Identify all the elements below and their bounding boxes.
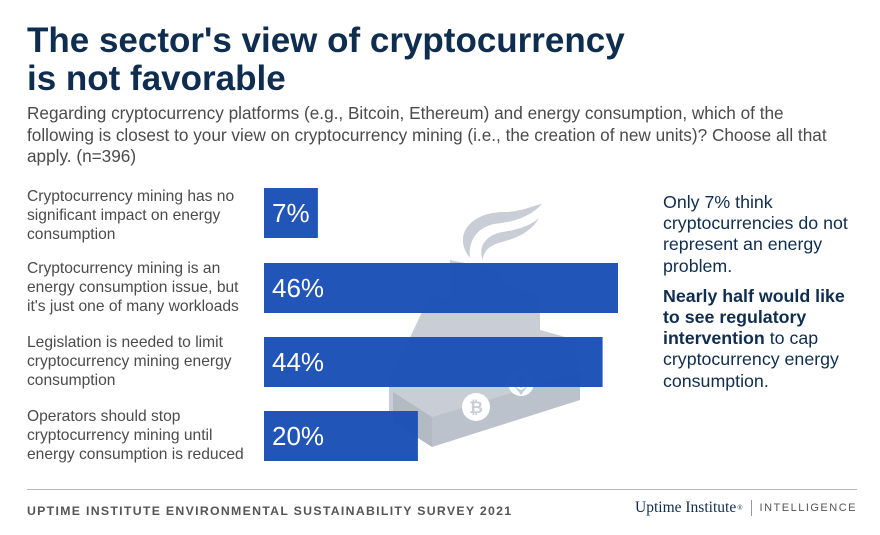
- logo-wordmark: Uptime Institute: [635, 499, 737, 516]
- callout-line1: Only 7% think cryptocurrencies do not re…: [663, 192, 848, 276]
- bar-value-label: 20%: [272, 421, 324, 451]
- footer-divider: [27, 489, 857, 490]
- bar: [264, 188, 318, 238]
- bar-value-label: 7%: [272, 198, 310, 228]
- callout-line2: Nearly half would like to see regulatory…: [663, 286, 863, 392]
- uptime-logo: Uptime Institute ® INTELLIGENCE: [635, 499, 857, 517]
- logo-intelligence: INTELLIGENCE: [759, 502, 857, 514]
- bar: [264, 337, 603, 387]
- category-label: Cryptocurrency mining has no significant…: [27, 188, 235, 243]
- svg-text:₿: ₿: [469, 398, 483, 417]
- category-label: Legislation is needed to limit cryptocur…: [27, 334, 232, 389]
- bar-value-label: 44%: [272, 347, 324, 377]
- factory-icon: ₿: [389, 204, 580, 447]
- page-title: The sector's view of cryptocurrency is n…: [27, 21, 625, 98]
- logo-trademark: ®: [737, 504, 743, 512]
- logo-divider: [750, 500, 752, 516]
- bar: [264, 263, 618, 313]
- bars-group: 7% 46% 44% 20%: [264, 188, 618, 461]
- chart-subtitle: Regarding cryptocurrency platforms (e.g.…: [27, 103, 827, 166]
- callout-bold: Nearly half would like to see regulatory…: [663, 285, 845, 349]
- category-label: Operators should stop cryptocurrency min…: [27, 408, 244, 463]
- category-label: Cryptocurrency mining is an energy consu…: [27, 260, 239, 315]
- callout: Only 7% think cryptocurrencies do not re…: [663, 192, 863, 401]
- bar-value-label: 46%: [272, 273, 324, 303]
- callout-rest: to cap cryptocurrency energy consumption…: [663, 328, 839, 391]
- bar: [264, 411, 418, 461]
- footer-source: UPTIME INSTITUTE ENVIRONMENTAL SUSTAINAB…: [27, 504, 513, 518]
